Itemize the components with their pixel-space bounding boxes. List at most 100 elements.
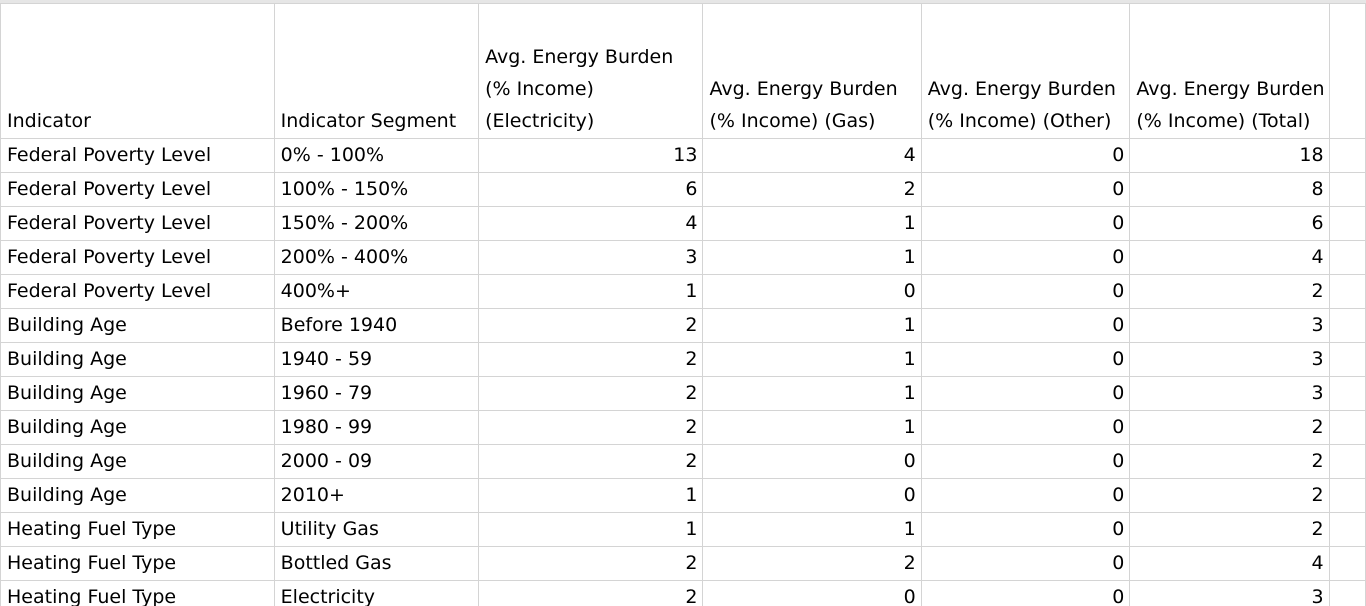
cell-gas[interactable]: 1: [702, 308, 922, 343]
cell-indicator[interactable]: Building Age: [0, 308, 275, 343]
cell-indicator[interactable]: Building Age: [0, 444, 275, 479]
header-gas[interactable]: Avg. Energy Burden (% Income) (Gas): [702, 3, 922, 139]
cell-other[interactable]: 0: [920, 444, 1131, 479]
cell-empty[interactable]: [1328, 274, 1366, 309]
cell-segment[interactable]: 0% - 100%: [273, 138, 480, 173]
cell-segment[interactable]: 150% - 200%: [273, 206, 480, 241]
cell-electricity[interactable]: 4: [478, 206, 704, 241]
cell-gas[interactable]: 2: [702, 172, 922, 207]
cell-segment[interactable]: 100% - 150%: [273, 172, 480, 207]
cell-empty[interactable]: [1328, 342, 1366, 377]
cell-segment[interactable]: 1960 - 79: [273, 376, 480, 411]
cell-gas[interactable]: 2: [702, 546, 922, 581]
cell-empty[interactable]: [1328, 376, 1366, 411]
cell-other[interactable]: 0: [920, 308, 1131, 343]
cell-gas[interactable]: 1: [702, 512, 922, 547]
cell-segment[interactable]: Electricity: [273, 580, 480, 606]
cell-total[interactable]: 8: [1129, 172, 1330, 207]
cell-gas[interactable]: 1: [702, 410, 922, 445]
cell-empty[interactable]: [1328, 138, 1366, 173]
cell-gas[interactable]: 0: [702, 444, 922, 479]
cell-indicator[interactable]: Heating Fuel Type: [0, 580, 275, 606]
header-other[interactable]: Avg. Energy Burden (% Income) (Other): [920, 3, 1131, 139]
cell-gas[interactable]: 0: [702, 478, 922, 513]
cell-electricity[interactable]: 3: [478, 240, 704, 275]
header-electricity[interactable]: Avg. Energy Burden (% Income) (Electricity…: [478, 3, 704, 139]
cell-indicator[interactable]: Federal Poverty Level: [0, 240, 275, 275]
cell-empty[interactable]: [1328, 206, 1366, 241]
cell-other[interactable]: 0: [920, 478, 1131, 513]
cell-electricity[interactable]: 2: [478, 342, 704, 377]
cell-electricity[interactable]: 1: [478, 478, 704, 513]
cell-total[interactable]: 6: [1129, 206, 1330, 241]
header-indicator[interactable]: Indicator: [0, 3, 275, 139]
cell-electricity[interactable]: 2: [478, 376, 704, 411]
cell-indicator[interactable]: Building Age: [0, 478, 275, 513]
cell-electricity[interactable]: 13: [478, 138, 704, 173]
cell-segment[interactable]: 2010+: [273, 478, 480, 513]
cell-total[interactable]: 2: [1129, 512, 1330, 547]
cell-empty[interactable]: [1328, 172, 1366, 207]
cell-other[interactable]: 0: [920, 274, 1131, 309]
cell-indicator[interactable]: Heating Fuel Type: [0, 546, 275, 581]
cell-gas[interactable]: 0: [702, 274, 922, 309]
cell-indicator[interactable]: Federal Poverty Level: [0, 274, 275, 309]
cell-segment[interactable]: 1980 - 99: [273, 410, 480, 445]
cell-other[interactable]: 0: [920, 206, 1131, 241]
cell-gas[interactable]: 1: [702, 376, 922, 411]
cell-other[interactable]: 0: [920, 172, 1131, 207]
cell-empty[interactable]: [1328, 512, 1366, 547]
cell-segment[interactable]: 2000 - 09: [273, 444, 480, 479]
cell-gas[interactable]: 1: [702, 206, 922, 241]
cell-total[interactable]: 4: [1129, 240, 1330, 275]
cell-total[interactable]: 18: [1129, 138, 1330, 173]
cell-other[interactable]: 0: [920, 342, 1131, 377]
cell-total[interactable]: 3: [1129, 376, 1330, 411]
cell-total[interactable]: 2: [1129, 410, 1330, 445]
cell-empty[interactable]: [1328, 478, 1366, 513]
cell-other[interactable]: 0: [920, 546, 1131, 581]
cell-electricity[interactable]: 1: [478, 274, 704, 309]
cell-empty[interactable]: [1328, 240, 1366, 275]
header-empty-cell[interactable]: [1328, 3, 1366, 139]
cell-segment[interactable]: Utility Gas: [273, 512, 480, 547]
cell-gas[interactable]: 1: [702, 240, 922, 275]
cell-indicator[interactable]: Federal Poverty Level: [0, 206, 275, 241]
cell-gas[interactable]: 1: [702, 342, 922, 377]
cell-empty[interactable]: [1328, 580, 1366, 606]
cell-other[interactable]: 0: [920, 410, 1131, 445]
cell-segment[interactable]: 400%+: [273, 274, 480, 309]
cell-electricity[interactable]: 2: [478, 444, 704, 479]
cell-electricity[interactable]: 6: [478, 172, 704, 207]
cell-other[interactable]: 0: [920, 376, 1131, 411]
cell-indicator[interactable]: Building Age: [0, 342, 275, 377]
cell-segment[interactable]: Before 1940: [273, 308, 480, 343]
cell-total[interactable]: 2: [1129, 478, 1330, 513]
header-indicator-segment[interactable]: Indicator Segment: [273, 3, 480, 139]
header-total[interactable]: Avg. Energy Burden (% Income) (Total): [1129, 3, 1330, 139]
cell-electricity[interactable]: 1: [478, 512, 704, 547]
cell-segment[interactable]: 1940 - 59: [273, 342, 480, 377]
cell-total[interactable]: 3: [1129, 342, 1330, 377]
cell-electricity[interactable]: 2: [478, 308, 704, 343]
cell-empty[interactable]: [1328, 546, 1366, 581]
cell-total[interactable]: 4: [1129, 546, 1330, 581]
cell-gas[interactable]: 0: [702, 580, 922, 606]
cell-electricity[interactable]: 2: [478, 546, 704, 581]
cell-indicator[interactable]: Federal Poverty Level: [0, 172, 275, 207]
cell-indicator[interactable]: Heating Fuel Type: [0, 512, 275, 547]
cell-segment[interactable]: 200% - 400%: [273, 240, 480, 275]
cell-empty[interactable]: [1328, 444, 1366, 479]
cell-empty[interactable]: [1328, 410, 1366, 445]
cell-segment[interactable]: Bottled Gas: [273, 546, 480, 581]
cell-total[interactable]: 2: [1129, 444, 1330, 479]
cell-total[interactable]: 3: [1129, 580, 1330, 606]
cell-indicator[interactable]: Federal Poverty Level: [0, 138, 275, 173]
cell-total[interactable]: 2: [1129, 274, 1330, 309]
cell-indicator[interactable]: Building Age: [0, 410, 275, 445]
cell-other[interactable]: 0: [920, 512, 1131, 547]
cell-electricity[interactable]: 2: [478, 580, 704, 606]
cell-indicator[interactable]: Building Age: [0, 376, 275, 411]
cell-other[interactable]: 0: [920, 138, 1131, 173]
cell-empty[interactable]: [1328, 308, 1366, 343]
